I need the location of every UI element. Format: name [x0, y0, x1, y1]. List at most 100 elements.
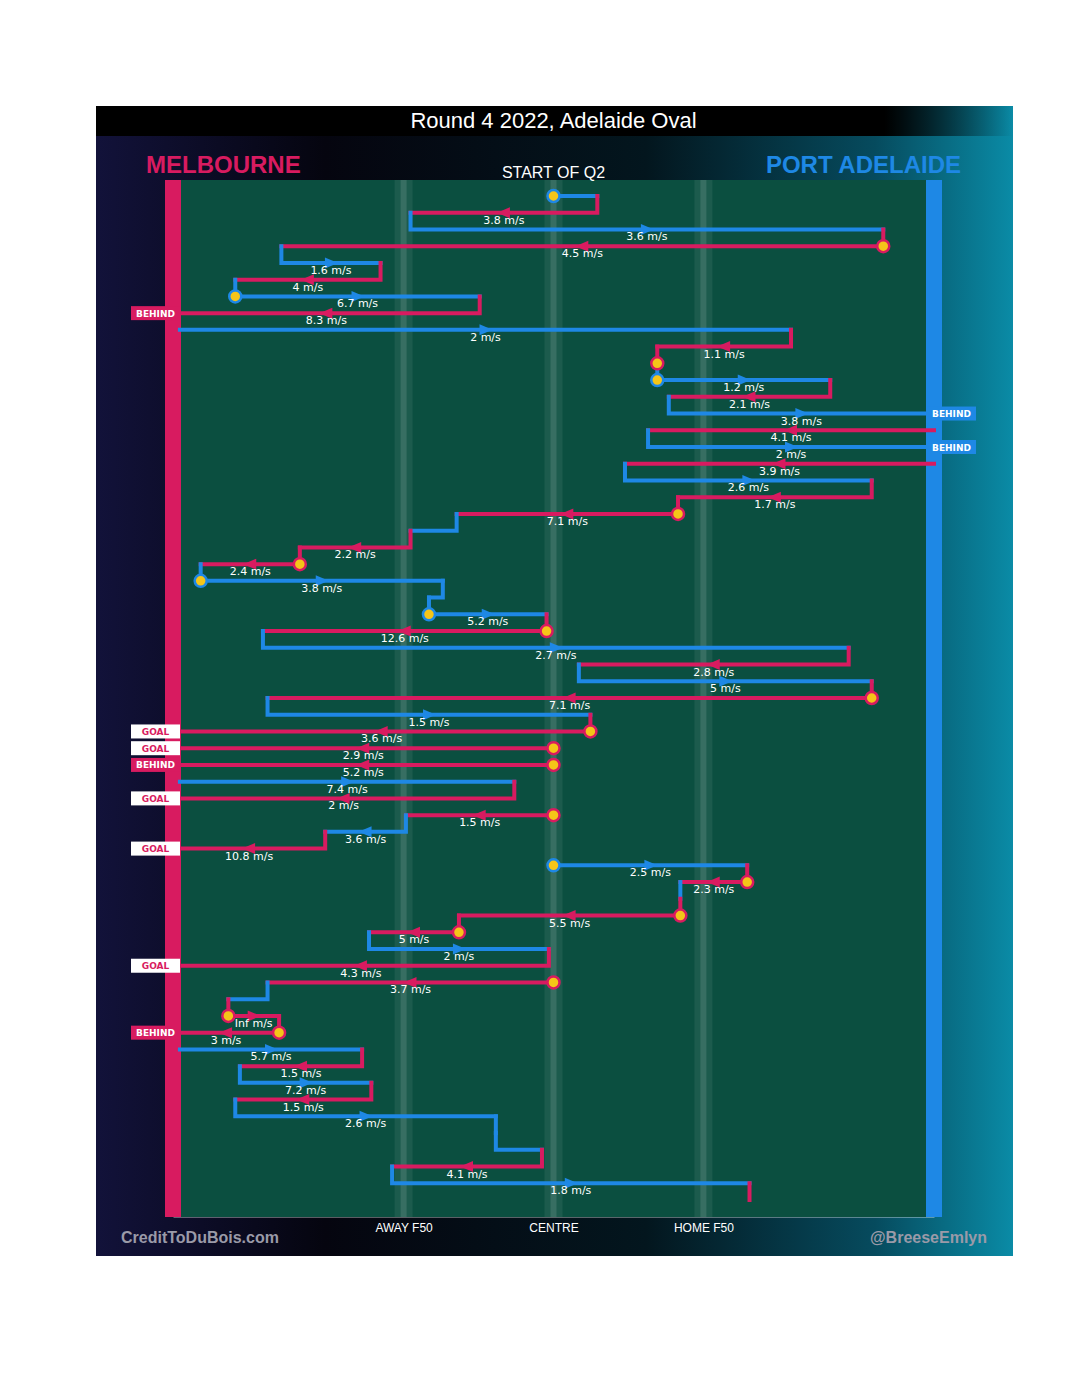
result-badge — [131, 741, 180, 755]
turnover-dot — [866, 692, 878, 704]
speed-label: 1.7 m/s — [754, 498, 795, 511]
move-line — [429, 581, 443, 598]
result-label: GOAL — [142, 961, 170, 971]
turnover-dot — [548, 976, 560, 988]
x-tick-label: CENTRE — [529, 1221, 578, 1235]
turnover-dot — [651, 374, 663, 386]
x-tick: AWAY F50 — [375, 1217, 433, 1235]
turnover-dot — [584, 725, 596, 737]
turnover-dot — [548, 859, 560, 871]
speed-label: 8.3 m/s — [306, 314, 347, 327]
speed-label: 4 m/s — [293, 281, 324, 294]
speed-label: 3.8 m/s — [781, 415, 822, 428]
arrows — [219, 207, 808, 1189]
result-badge — [927, 440, 976, 454]
result-badge — [131, 791, 180, 805]
speed-label: 5.2 m/s — [467, 615, 508, 628]
speed-label: 2 m/s — [776, 448, 807, 461]
team-name: MELBOURNE — [146, 151, 301, 178]
speed-label: 3.9 m/s — [759, 465, 800, 478]
turnover-dot — [548, 809, 560, 821]
speed-label: 7.2 m/s — [285, 1084, 326, 1097]
annotation: START OF Q2 — [502, 164, 605, 181]
move-line — [678, 882, 682, 899]
speed-label: 2.7 m/s — [535, 649, 576, 662]
chain-lines — [173, 196, 934, 1200]
result-badge — [927, 407, 976, 421]
x-axis: AWAY F50 CENTRE HOME F50 — [174, 1217, 935, 1235]
speed-label: 2.9 m/s — [343, 749, 384, 762]
turnover-dot — [294, 558, 306, 570]
result-badge — [131, 842, 180, 856]
speed-label: 2 m/s — [328, 799, 359, 812]
credit: @BreeseEmlyn — [870, 1229, 987, 1246]
turnover-dot — [548, 742, 560, 754]
turnover-dot — [195, 575, 207, 587]
speed-label: 4.5 m/s — [562, 247, 603, 260]
chart-root: MELBOURNE PORT ADELAIDE Round 4 2022, Adel… — [0, 0, 1080, 1375]
turnover-dot — [548, 759, 560, 771]
panel-background — [96, 106, 1013, 1256]
turnover-dot — [674, 910, 686, 922]
turnover-dot — [877, 240, 889, 252]
result-label: GOAL — [142, 844, 170, 854]
move-line — [411, 514, 457, 531]
speed-label: 6.7 m/s — [337, 297, 378, 310]
speed-label: 3.7 m/s — [390, 983, 431, 996]
result-label: BEHIND — [136, 1028, 175, 1038]
speed-label: 1.8 m/s — [550, 1184, 591, 1197]
result-label: BEHIND — [932, 409, 971, 419]
speed-label: 1.5 m/s — [408, 716, 449, 729]
speed-label: 2.8 m/s — [693, 666, 734, 679]
speed-label: 1.5 m/s — [459, 816, 500, 829]
result-label: BEHIND — [136, 309, 175, 319]
speed-label: Inf m/s — [235, 1017, 273, 1030]
speed-label: 4.1 m/s — [446, 1168, 487, 1181]
speed-label: 4.3 m/s — [340, 967, 381, 980]
speed-label: 5.2 m/s — [343, 766, 384, 779]
result-label: GOAL — [142, 727, 170, 737]
x-tick-label: AWAY F50 — [375, 1221, 433, 1235]
x-tick: CENTRE — [529, 1217, 578, 1235]
speed-label: 3.6 m/s — [361, 732, 402, 745]
result-badge — [131, 724, 180, 738]
speed-label: 2.5 m/s — [630, 866, 671, 879]
chart-svg: MELBOURNE PORT ADELAIDE Round 4 2022, Adel… — [0, 0, 1080, 1375]
speed-label: 2 m/s — [444, 950, 475, 963]
speed-label: 5.5 m/s — [549, 917, 590, 930]
speed-label: 5 m/s — [710, 682, 741, 695]
speed-label: 5 m/s — [399, 933, 430, 946]
turnover-dot — [672, 508, 684, 520]
turnover-dots — [195, 190, 890, 1039]
speed-label: 3.8 m/s — [483, 214, 524, 227]
speed-label: 1.5 m/s — [280, 1067, 321, 1080]
result-label: BEHIND — [932, 443, 971, 453]
move-line — [228, 982, 267, 999]
title: Round 4 2022, Adelaide Oval — [410, 108, 696, 133]
goal-line-bar — [165, 180, 181, 1217]
result-label: BEHIND — [136, 760, 175, 770]
result-badge — [131, 959, 180, 973]
result-badge — [131, 306, 180, 320]
x-tick: HOME F50 — [674, 1217, 734, 1235]
speed-label: 12.6 m/s — [381, 632, 429, 645]
speed-label: 7.4 m/s — [327, 783, 368, 796]
speed-label: 2 m/s — [470, 331, 501, 344]
speed-label: 2.4 m/s — [230, 565, 271, 578]
speed-label: 1.6 m/s — [310, 264, 351, 277]
speed-label: 2.6 m/s — [728, 481, 769, 494]
marks — [173, 190, 934, 1200]
speed-label: 2.3 m/s — [693, 883, 734, 896]
turnover-dot — [222, 1010, 234, 1022]
turnover-dot — [229, 290, 241, 302]
speed-label: 3 m/s — [211, 1034, 242, 1047]
turnover-dot — [541, 625, 553, 637]
speed-label: 7.1 m/s — [547, 515, 588, 528]
field — [181, 180, 926, 1217]
speed-label: 4.1 m/s — [770, 431, 811, 444]
result-badge — [131, 1026, 180, 1040]
team-name: PORT ADELAIDE — [766, 151, 961, 178]
speed-label: 1.2 m/s — [723, 381, 764, 394]
title-band — [96, 106, 1013, 136]
x-tick-label: HOME F50 — [674, 1221, 734, 1235]
